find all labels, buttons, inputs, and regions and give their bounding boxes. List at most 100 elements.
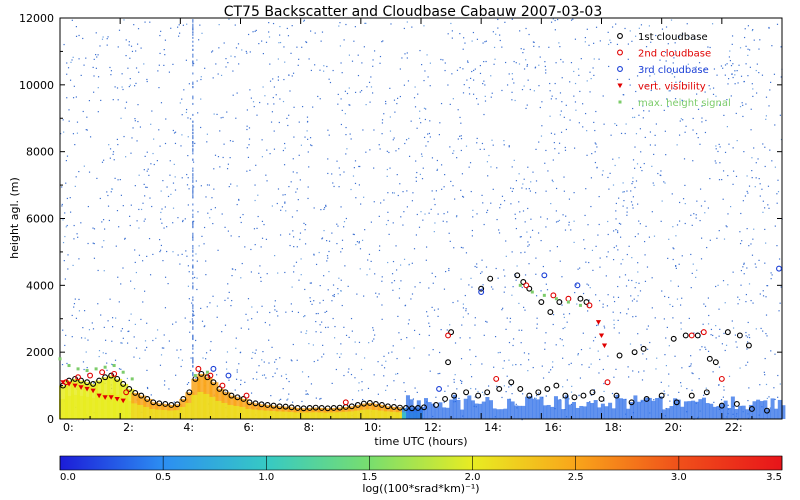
noise-pixel — [148, 237, 151, 240]
noise-pixel — [764, 374, 766, 376]
noise-pixel — [626, 207, 628, 209]
noise-pixel — [411, 293, 414, 295]
noise-pixel — [150, 123, 152, 125]
noise-pixel — [192, 25, 194, 28]
noise-pixel — [247, 319, 249, 321]
noise-pixel — [204, 325, 206, 327]
noise-pixel — [124, 238, 126, 240]
noise-pixel — [649, 131, 652, 133]
noise-pixel — [174, 189, 177, 191]
noise-pixel — [272, 375, 274, 378]
noise-pixel — [340, 353, 342, 355]
noise-pixel — [292, 158, 294, 160]
noise-pixel — [245, 50, 247, 53]
noise-pixel — [461, 380, 463, 383]
noise-pixel — [628, 245, 630, 247]
noise-pixel — [308, 343, 310, 345]
noise-pixel — [759, 39, 761, 41]
noise-pixel — [401, 57, 403, 59]
noise-pixel — [333, 293, 335, 296]
noise-pixel — [270, 121, 273, 123]
noise-pixel — [338, 277, 340, 279]
noise-pixel — [644, 254, 646, 256]
noise-pixel — [566, 379, 568, 381]
noise-pixel — [483, 113, 485, 116]
noise-pixel — [494, 58, 496, 60]
noise-pixel — [118, 226, 120, 228]
noise-pixel — [673, 54, 675, 56]
noise-pixel — [192, 64, 194, 67]
noise-pixel — [745, 45, 747, 47]
noise-pixel — [611, 26, 614, 28]
noise-pixel — [424, 213, 426, 215]
noise-pixel — [350, 373, 353, 376]
noise-pixel — [277, 315, 279, 317]
noise-pixel — [579, 90, 581, 93]
backscatter-column — [655, 398, 660, 419]
noise-pixel — [471, 229, 473, 232]
noise-pixel — [397, 315, 399, 318]
noise-pixel — [634, 146, 636, 148]
noise-pixel — [75, 96, 77, 98]
noise-pixel — [456, 157, 458, 159]
backscatter-column — [481, 401, 486, 419]
noise-pixel — [754, 263, 756, 265]
noise-pixel — [172, 222, 174, 224]
series-1-point — [562, 392, 569, 399]
noise-pixel — [437, 308, 439, 310]
noise-pixel — [675, 267, 677, 269]
noise-pixel — [403, 258, 406, 260]
noise-pixel — [351, 60, 354, 62]
noise-pixel — [525, 59, 527, 61]
noise-pixel — [712, 371, 714, 373]
noise-pixel — [180, 365, 182, 368]
noise-pixel — [361, 389, 363, 391]
series-1-point — [520, 279, 527, 285]
noise-pixel — [194, 276, 196, 279]
backscatter-column — [452, 394, 457, 419]
noise-pixel — [268, 362, 270, 364]
series-1-point — [526, 392, 533, 399]
noise-pixel — [505, 391, 507, 393]
noise-pixel — [521, 187, 523, 189]
noise-pixel — [392, 139, 394, 141]
noise-pixel — [497, 277, 499, 279]
noise-pixel — [264, 321, 266, 324]
noise-pixel — [433, 309, 436, 311]
noise-pixel — [573, 95, 575, 97]
noise-pixel — [256, 227, 258, 229]
noise-pixel — [387, 219, 389, 222]
series-1-point — [712, 359, 719, 366]
noise-pixel — [607, 251, 609, 253]
noise-pixel — [457, 138, 459, 140]
noise-pixel — [398, 148, 400, 150]
noise-pixel — [269, 153, 271, 155]
noise-pixel — [615, 124, 618, 126]
noise-pixel — [252, 378, 254, 380]
noise-pixel — [774, 124, 776, 126]
noise-pixel — [261, 156, 264, 158]
noise-pixel — [220, 74, 223, 77]
noise-pixel — [128, 44, 130, 46]
noise-pixel — [129, 78, 131, 80]
noise-pixel — [334, 325, 336, 328]
noise-pixel — [474, 265, 476, 268]
noise-pixel — [257, 194, 259, 196]
noise-pixel — [499, 207, 501, 209]
backscatter-column — [550, 406, 555, 419]
backscatter-column — [756, 399, 761, 419]
noise-pixel — [650, 89, 652, 92]
noise-pixel — [504, 275, 506, 277]
noise-pixel — [246, 147, 248, 149]
noise-pixel — [557, 18, 559, 21]
noise-pixel — [532, 171, 534, 173]
noise-pixel — [470, 190, 472, 193]
noise-pixel — [288, 185, 290, 188]
noise-pixel — [479, 72, 482, 75]
noise-pixel — [274, 372, 276, 374]
noise-pixel — [699, 349, 701, 351]
noise-pixel — [474, 68, 476, 70]
noise-pixel — [415, 176, 417, 179]
noise-pixel — [724, 64, 727, 66]
noise-pixel — [235, 337, 237, 339]
